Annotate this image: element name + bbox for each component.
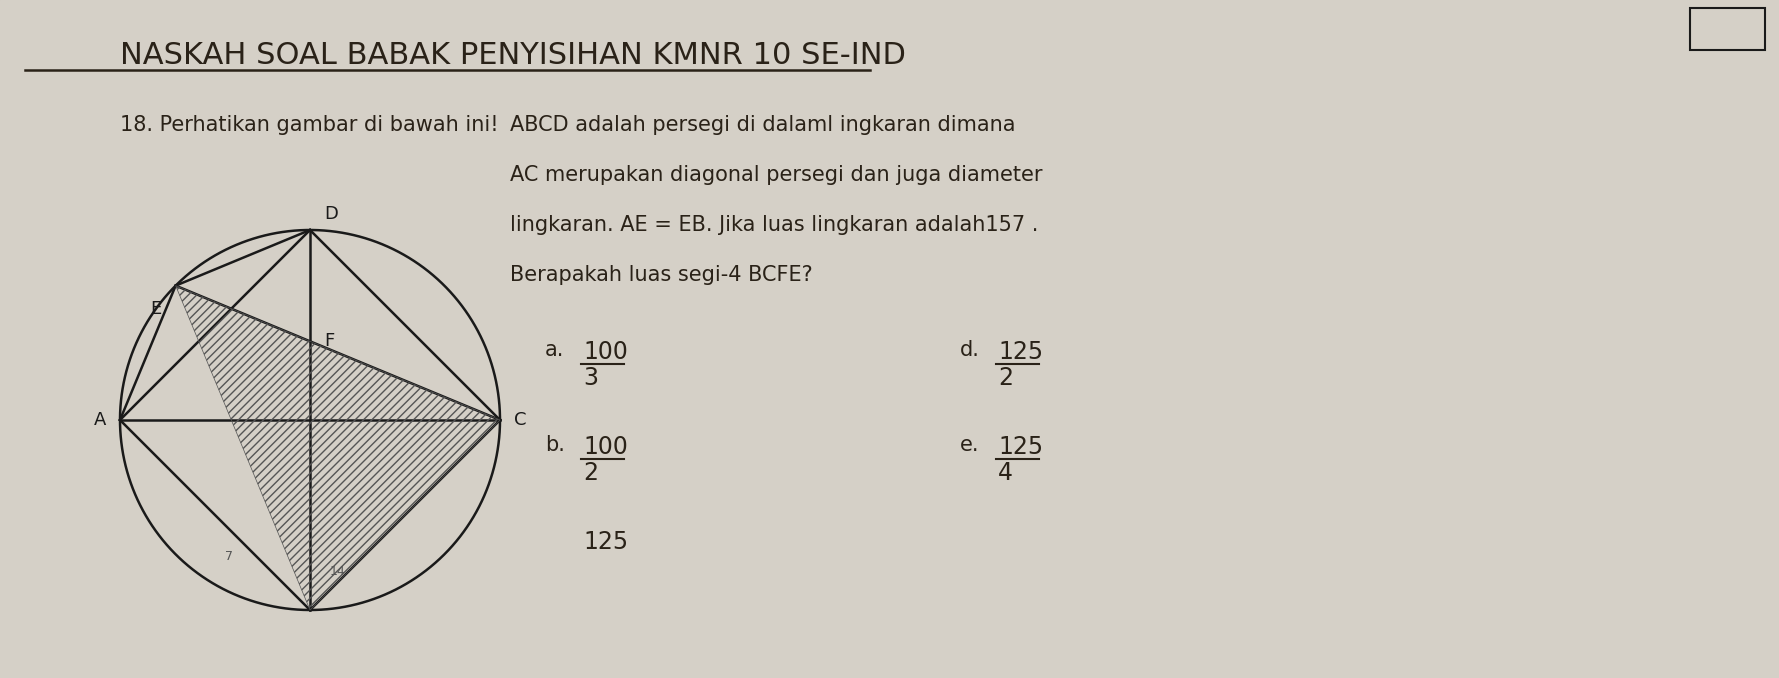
Text: NASKAH SOAL BABAK PENYISIHAN KMNR 10 SE-IND: NASKAH SOAL BABAK PENYISIHAN KMNR 10 SE-… [119, 41, 906, 70]
Text: 18. Perhatikan gambar di bawah ini!: 18. Perhatikan gambar di bawah ini! [119, 115, 498, 135]
Text: 125: 125 [998, 340, 1042, 364]
Text: ABCD adalah persegi di dalaml ingkaran dimana: ABCD adalah persegi di dalaml ingkaran d… [511, 115, 1016, 135]
Text: a.: a. [544, 340, 564, 360]
Text: F: F [324, 332, 334, 351]
Text: 2: 2 [584, 461, 598, 485]
Bar [1690, 8, 1765, 50]
Text: 125: 125 [998, 435, 1042, 459]
Text: 7: 7 [224, 550, 233, 563]
Text: 100: 100 [584, 435, 628, 459]
Text: C: C [514, 411, 527, 429]
Text: lingkaran. AE = EB. Jika luas lingkaran adalah157 .: lingkaran. AE = EB. Jika luas lingkaran … [511, 215, 1039, 235]
Text: d.: d. [961, 340, 980, 360]
Text: E: E [151, 300, 162, 318]
Text: 3: 3 [584, 366, 598, 390]
Text: b.: b. [544, 435, 566, 455]
Text: AC merupakan diagonal persegi dan juga diameter: AC merupakan diagonal persegi dan juga d… [511, 165, 1042, 185]
Text: 125: 125 [584, 530, 628, 554]
Text: 2: 2 [998, 366, 1012, 390]
Text: 14: 14 [329, 565, 345, 578]
Text: 4: 4 [998, 461, 1012, 485]
Text: A: A [94, 411, 107, 429]
Text: e.: e. [961, 435, 980, 455]
Text: 100: 100 [584, 340, 628, 364]
Text: Berapakah luas segi-4 BCFE?: Berapakah luas segi-4 BCFE? [511, 265, 813, 285]
Text: D: D [324, 205, 338, 223]
